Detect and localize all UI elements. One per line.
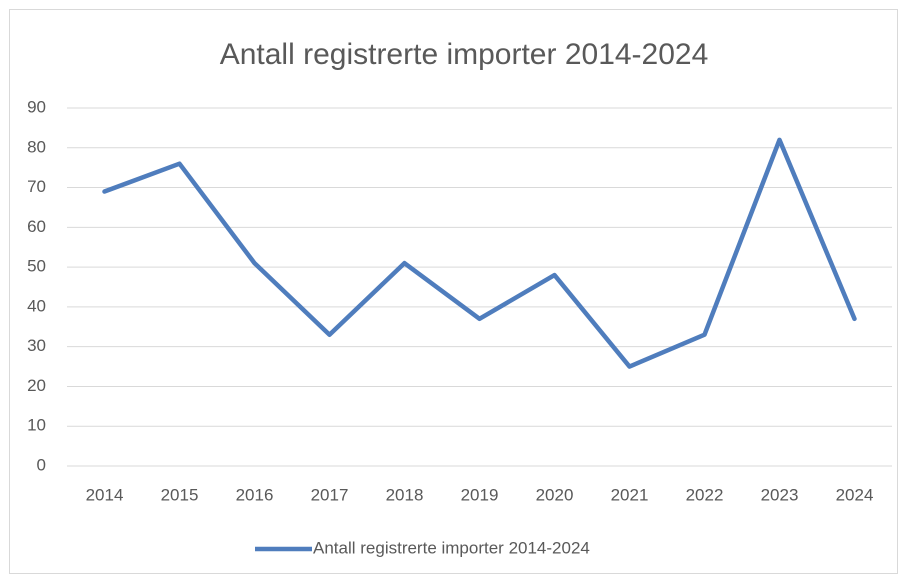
x-tick-label: 2014 (86, 485, 124, 504)
y-tick-label: 40 (27, 296, 46, 315)
chart-border (9, 9, 898, 574)
x-tick-label: 2016 (236, 485, 274, 504)
x-tick-label: 2022 (686, 485, 724, 504)
y-tick-label: 30 (27, 336, 46, 355)
x-tick-label: 2024 (836, 485, 874, 504)
x-tick-label: 2018 (386, 485, 424, 504)
x-tick-label: 2015 (161, 485, 199, 504)
x-tick-label: 2020 (536, 485, 574, 504)
chart-title: Antall registrerte importer 2014-2024 (220, 38, 709, 71)
legend-label: Antall registrerte importer 2014-2024 (313, 538, 590, 557)
y-tick-label: 0 (37, 455, 46, 474)
y-tick-label: 50 (27, 257, 46, 276)
x-tick-label: 2019 (461, 485, 499, 504)
x-tick-label: 2017 (311, 485, 349, 504)
data-line (102, 137, 857, 369)
y-tick-label: 90 (27, 97, 46, 116)
y-tick-label: 80 (27, 137, 46, 156)
y-tick-label: 60 (27, 217, 46, 236)
x-tick-label: 2021 (611, 485, 649, 504)
x-tick-label: 2023 (761, 485, 799, 504)
y-tick-label: 20 (27, 376, 46, 395)
y-tick-label: 10 (27, 416, 46, 435)
y-tick-label: 70 (27, 177, 46, 196)
